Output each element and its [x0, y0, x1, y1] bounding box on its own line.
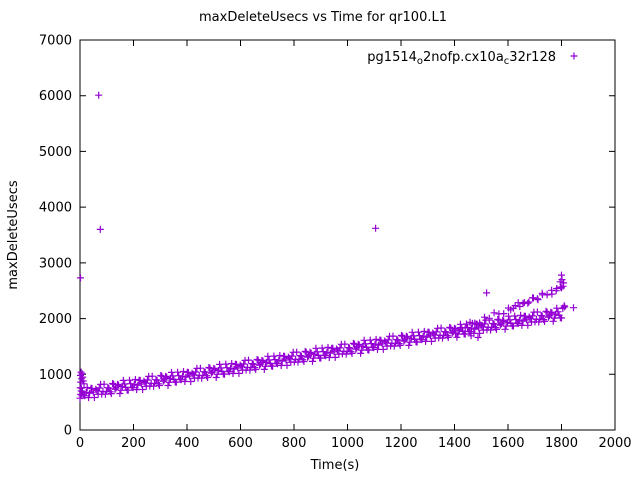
x-tick-label: 600 — [228, 436, 253, 451]
x-axis-label: Time(s) — [310, 458, 360, 473]
y-tick-label: 0 — [64, 424, 72, 439]
x-ticks: 0 200 400 600 800 1000 1200 1400 1600 1800 2000 — [76, 40, 632, 451]
scatter-points — [76, 91, 577, 402]
chart-title: maxDeleteUsecs vs Time for qr100.L1 — [199, 10, 447, 25]
y-ticks: 0 1000 2000 3000 4000 5000 6000 7000 — [39, 34, 615, 439]
x-tick-label: 800 — [282, 436, 307, 451]
x-tick-label: 400 — [175, 436, 200, 451]
y-tick-label: 5000 — [39, 145, 72, 160]
y-tick-label: 1000 — [39, 368, 72, 383]
x-tick-label: 200 — [121, 436, 146, 451]
y-axis-label: maxDeleteUsecs — [6, 180, 21, 289]
legend-label: pg1514o2nofp.cx10ac32r128 — [367, 50, 556, 67]
x-tick-label: 1800 — [545, 436, 578, 451]
legend: pg1514o2nofp.cx10ac32r128 — [367, 50, 578, 67]
legend-marker-icon — [570, 52, 578, 60]
x-tick-label: 1400 — [438, 436, 471, 451]
x-tick-label: 0 — [76, 436, 84, 451]
x-tick-label: 1600 — [491, 436, 524, 451]
y-tick-label: 2000 — [39, 312, 72, 327]
x-tick-label: 2000 — [598, 436, 631, 451]
x-tick-label: 1200 — [384, 436, 417, 451]
plot-border — [79, 39, 616, 431]
y-tick-label: 3000 — [39, 256, 72, 271]
data-points — [76, 91, 577, 402]
y-tick-label: 7000 — [39, 34, 72, 49]
x-tick-label: 1000 — [331, 436, 364, 451]
y-tick-label: 4000 — [39, 201, 72, 216]
y-tick-label: 6000 — [39, 89, 72, 104]
